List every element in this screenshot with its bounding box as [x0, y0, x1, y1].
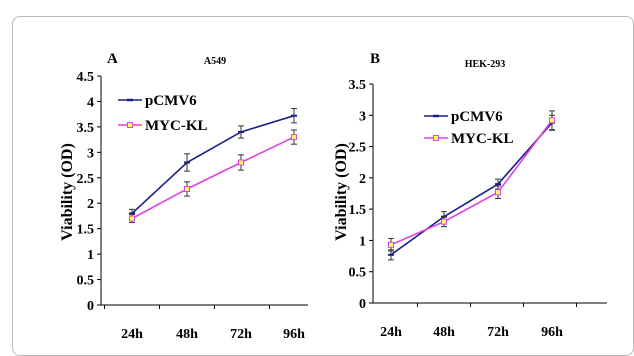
series-2: [388, 110, 555, 252]
y-tick-label: 3.5: [349, 78, 367, 93]
panel-label: B: [370, 51, 380, 67]
x-tick-label: 48h: [433, 325, 455, 340]
x-tick-label: 24h: [121, 327, 143, 342]
x-tick-label: 72h: [487, 325, 509, 340]
y-tick-label: 2: [87, 197, 94, 212]
chart-panel-2: B HEK-293 Viability (OD) 0 0.5 1 1.5 2 2.5 3 3.5 24…: [333, 51, 607, 340]
y-tick-label: 0.5: [77, 274, 95, 289]
data-point: [495, 189, 501, 196]
y-tick-label: 3.5: [77, 121, 95, 136]
legend-label: pCMV6: [145, 93, 197, 109]
data-point: [388, 241, 394, 248]
chart-title: HEK-293: [465, 59, 506, 70]
y-axis-label: Viability (OD): [333, 143, 350, 241]
legend: pCMV6 MYC-KL: [118, 93, 208, 134]
data-point: [238, 159, 244, 166]
legend-label: MYC-KL: [145, 118, 208, 134]
series-2: [129, 129, 297, 224]
y-tick-label: 0: [87, 299, 94, 314]
data-point: [129, 215, 135, 222]
legend-marker: [127, 122, 133, 128]
data-point: [291, 134, 297, 141]
y-tick-label: 1.5: [77, 223, 95, 238]
panel-label: A: [107, 51, 118, 67]
series-1: [129, 108, 297, 218]
x-tick-label: 96h: [283, 327, 305, 342]
y-tick-label: 2: [359, 172, 366, 187]
series-line: [131, 114, 295, 214]
y-tick-label: 4.5: [77, 70, 95, 85]
chart-panel-1: A A549 Viability (OD) 0 0.5 1 1.5 2 2.5 3 3.5 4 4.5 2…: [59, 51, 308, 342]
chart-title: A549: [204, 56, 226, 67]
x-tick-label: 72h: [230, 327, 252, 342]
chart-svg: A A549 Viability (OD) 0 0.5 1 1.5 2 2.5 3 3.5 4 4.5 2…: [59, 51, 607, 342]
y-tick-label: 4: [87, 95, 94, 110]
legend-marker: [433, 135, 439, 141]
figure-frame: A A549 Viability (OD) 0 0.5 1 1.5 2 2.5 3 3.5 4 4.5 2…: [12, 16, 634, 356]
y-tick-label: 1: [87, 248, 94, 263]
series-line: [131, 136, 295, 220]
y-tick-label: 2.5: [77, 172, 95, 187]
y-tick-label: 1: [359, 234, 366, 249]
y-tick-label: 0: [359, 297, 366, 312]
y-tick-label: 3: [359, 109, 366, 124]
data-point: [184, 185, 190, 192]
y-tick-label: 3: [87, 146, 94, 161]
x-tick-label: 48h: [176, 327, 198, 342]
y-tick-label: 1.5: [349, 203, 367, 218]
data-point: [549, 117, 555, 124]
y-tick-label: 2.5: [349, 141, 367, 156]
x-tick-label: 24h: [380, 325, 402, 340]
y-axis-label: Viability (OD): [59, 143, 76, 241]
data-point: [441, 218, 447, 225]
x-tick-label: 96h: [541, 325, 563, 340]
y-tick-label: 0.5: [349, 266, 367, 281]
legend-label: pCMV6: [451, 109, 503, 125]
legend: pCMV6 MYC-KL: [424, 109, 514, 147]
legend-label: MYC-KL: [451, 131, 514, 147]
series-line: [390, 122, 553, 256]
series-line: [390, 119, 553, 246]
